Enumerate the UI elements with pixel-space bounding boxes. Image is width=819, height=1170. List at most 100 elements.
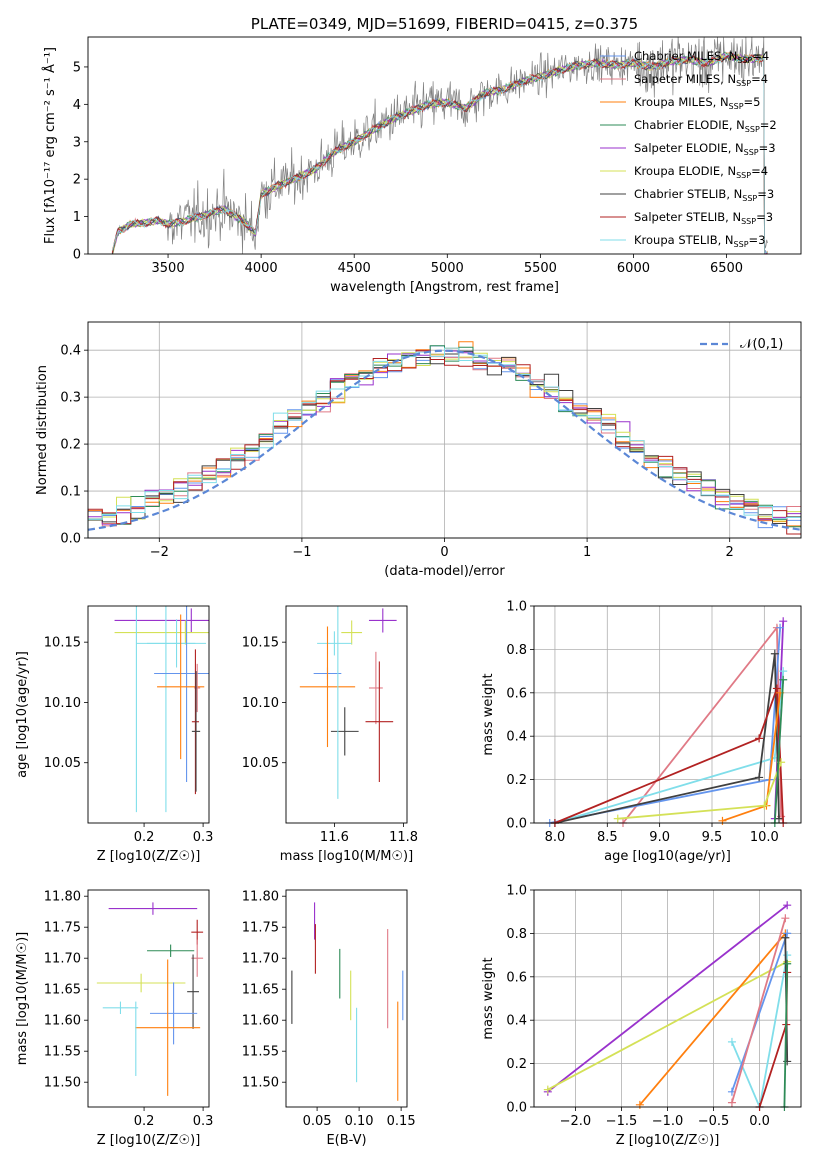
y-tick-label: 0.4 bbox=[60, 344, 81, 359]
weight-line-2 bbox=[639, 932, 786, 1106]
x-tick-label: 5000 bbox=[431, 261, 464, 276]
y-axis-label: Flux [fλ10⁻¹⁷ erg cm⁻² s⁻¹ Å⁻¹] bbox=[42, 47, 58, 244]
y-axis-label: age [log10(age/yr)] bbox=[15, 651, 30, 778]
weight-marker-7 bbox=[613, 814, 622, 823]
axes-mass-vs-Z: 0.2 0.3 11.50 11.55 11.60 11.65 11.70 11.75 11.8… bbox=[15, 889, 214, 1148]
weight-marker-2 bbox=[635, 1100, 644, 1109]
axes-age-vs-Z: 0.2 0.3 10.05 10.10 10.15 Z [log10(Z/Z☉)] age … bbox=[15, 605, 213, 864]
legend-label: Kroupa STELIB, N bbox=[634, 233, 734, 247]
x-tick-label: −2 bbox=[150, 545, 169, 560]
axes-weight-vs-age: 8.0 8.5 9.0 9.5 10.0 0.0 0.2 0.4 0.6 0.8 1.0 age [l… bbox=[481, 600, 802, 864]
weight-marker-5 bbox=[727, 1098, 736, 1107]
weight-line-6 bbox=[722, 692, 781, 822]
y-tick-label: 0.8 bbox=[506, 927, 527, 942]
x-axis-label: Z [log10(Z/Z☉)] bbox=[97, 849, 201, 864]
x-tick-label: −2.0 bbox=[560, 1114, 592, 1129]
y-tick-label: 0.6 bbox=[506, 970, 527, 985]
legend-label: Salpeter ELODIE, N bbox=[634, 141, 744, 155]
y-tick-label: 11.55 bbox=[242, 1045, 279, 1060]
y-tick-label: 4 bbox=[73, 98, 81, 113]
legend-subscript: SSP bbox=[736, 171, 751, 180]
model-line-8 bbox=[111, 51, 768, 254]
y-axis-label: Normed distribution bbox=[35, 365, 50, 495]
weight-marker-8 bbox=[783, 959, 792, 968]
y-tick-label: 11.65 bbox=[44, 983, 81, 998]
legend-entry-4: Salpeter ELODIE, NSSP=3 bbox=[634, 141, 776, 157]
x-tick-label: 6500 bbox=[710, 261, 743, 276]
legend-subscript: SSP bbox=[734, 240, 749, 249]
x-tick-label: 0.2 bbox=[134, 1114, 155, 1129]
x-tick-label: 8.5 bbox=[597, 830, 618, 845]
legend-suffix: =3 bbox=[759, 141, 776, 155]
legend-entry-8: Kroupa STELIB, NSSP=3 bbox=[634, 233, 765, 249]
y-tick-label: 3 bbox=[73, 135, 81, 150]
x-tick-label: −1 bbox=[292, 545, 311, 560]
x-tick-label: 0.3 bbox=[193, 1114, 214, 1129]
x-tick-label: 0.2 bbox=[134, 830, 155, 845]
weight-marker-7 bbox=[760, 801, 769, 810]
axes-age-vs-mass: 11.6 11.8 10.05 10.10 10.15 mass [log10(M/M☉)… bbox=[242, 605, 418, 864]
x-tick-label: 8.0 bbox=[545, 830, 566, 845]
legend-label: Chabrier ELODIE, N bbox=[634, 118, 745, 132]
legend-suffix: =4 bbox=[751, 164, 768, 178]
y-tick-label: 0.6 bbox=[506, 686, 527, 701]
y-tick-label: 11.65 bbox=[242, 983, 279, 998]
weight-marker-8 bbox=[779, 675, 788, 684]
legend-label: Kroupa ELODIE, N bbox=[634, 164, 736, 178]
weight-line-1 bbox=[547, 960, 788, 1091]
axes-frame bbox=[87, 889, 210, 1108]
legend-entry-2: Kroupa MILES, NSSP=5 bbox=[634, 95, 760, 111]
legend-subscript: SSP bbox=[741, 217, 756, 226]
weight-marker-0 bbox=[783, 901, 792, 910]
legend-entry-1: Salpeter MILES, NSSP=4 bbox=[634, 72, 768, 88]
y-tick-label: 0.3 bbox=[60, 391, 81, 406]
legend-entry-0: Chabrier MILES, NSSP=4 bbox=[634, 49, 769, 65]
legend-suffix: =5 bbox=[744, 95, 761, 109]
y-tick-label: 10.05 bbox=[242, 756, 279, 771]
legend-subscript: SSP bbox=[736, 79, 751, 88]
axes-frame bbox=[87, 605, 210, 824]
y-tick-label: 11.70 bbox=[242, 952, 279, 967]
y-tick-label: 0.2 bbox=[506, 1057, 527, 1072]
y-tick-label: 11.80 bbox=[242, 890, 279, 905]
weight-marker-3 bbox=[727, 1037, 736, 1046]
weight-marker-6 bbox=[718, 816, 727, 825]
y-tick-label: 11.70 bbox=[44, 952, 81, 967]
x-tick-label: 3500 bbox=[152, 261, 185, 276]
y-axis-label: mass [log10(M/M☉)] bbox=[15, 932, 30, 1065]
axes-spectrum: 3500 4000 4500 5000 5500 6000 6500 0 1 2 3 4 5 PLATE=… bbox=[42, 15, 802, 295]
x-tick-label: 4500 bbox=[338, 261, 371, 276]
weight-marker-4 bbox=[755, 773, 764, 782]
weight-marker-5 bbox=[772, 684, 781, 693]
legend-subscript: SSP bbox=[744, 148, 759, 157]
x-tick-label: 9.5 bbox=[702, 830, 723, 845]
legend-entry-6: Chabrier STELIB, NSSP=3 bbox=[634, 187, 774, 203]
axes-residuals: −2 −1 0 1 2 0.0 0.1 0.2 0.3 0.4 (data-model)/error… bbox=[35, 321, 802, 579]
legend-subscript: SSP bbox=[745, 125, 760, 134]
y-tick-label: 10.05 bbox=[44, 756, 81, 771]
legend-label: Salpeter STELIB, N bbox=[634, 210, 741, 224]
x-axis-label: wavelength [Angstrom, rest frame] bbox=[330, 280, 559, 295]
x-tick-label: 1 bbox=[583, 545, 591, 560]
legend-subscript: SSP bbox=[742, 194, 757, 203]
legend-suffix: =3 bbox=[749, 233, 766, 247]
weight-marker-1 bbox=[779, 617, 788, 626]
x-axis-label: Z [log10(Z/Z☉)] bbox=[616, 1133, 720, 1148]
legend-label: Chabrier MILES, N bbox=[634, 49, 737, 63]
x-tick-label: 5500 bbox=[524, 261, 557, 276]
y-tick-label: 11.50 bbox=[44, 1076, 81, 1091]
y-tick-label: 0.8 bbox=[506, 643, 527, 658]
y-tick-label: 0.1 bbox=[60, 485, 81, 500]
legend-label: Kroupa MILES, N bbox=[634, 95, 729, 109]
x-axis-label: E(B-V) bbox=[326, 1133, 366, 1148]
x-tick-label: −0.5 bbox=[698, 1114, 730, 1129]
legend-label: Salpeter MILES, N bbox=[634, 72, 736, 86]
weight-marker-4 bbox=[775, 814, 784, 823]
axes-frame bbox=[285, 605, 408, 824]
weight-marker-1 bbox=[543, 1085, 552, 1094]
x-tick-label: 0.05 bbox=[303, 1114, 332, 1129]
weight-marker-5 bbox=[781, 914, 790, 923]
axes-weight-vs-Z: −2.0 −1.5 −1.0 −0.5 0.0 0.0 0.2 0.4 0.6 0.8 1.0 Z [… bbox=[481, 884, 802, 1148]
legend-suffix: =4 bbox=[751, 72, 768, 86]
